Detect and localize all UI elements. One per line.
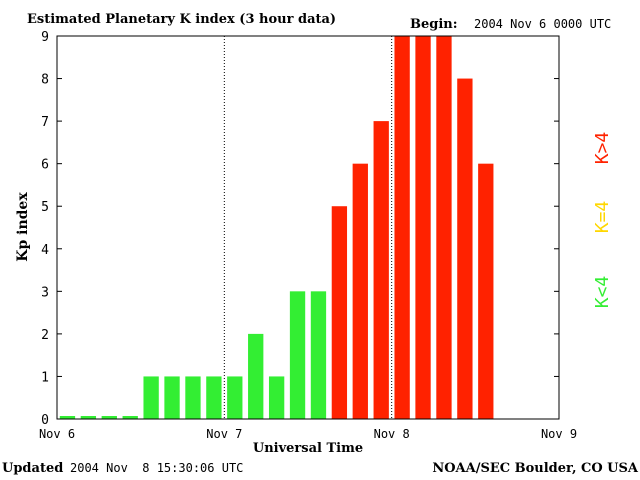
- kp-bar: [227, 376, 243, 419]
- kp-bar: [164, 376, 180, 419]
- kp-bar: [185, 376, 201, 419]
- begin-label: Begin:: [410, 17, 458, 32]
- y-tick-label: 8: [41, 73, 49, 88]
- kp-bar: [331, 206, 348, 419]
- bars-layer: [59, 36, 494, 420]
- kp-bar: [289, 291, 306, 419]
- color-legend: K<4 K=4 K>4: [592, 132, 613, 309]
- chart-title: Estimated Planetary K index (3 hour data…: [27, 12, 336, 27]
- kp-bar: [122, 416, 138, 419]
- y-tick-label: 0: [41, 413, 49, 428]
- begin-date: 2004 Nov 6 0000 UTC: [474, 17, 611, 31]
- kp-bar: [59, 416, 76, 419]
- data-source: NOAA/SEC Boulder, CO USA: [432, 461, 639, 476]
- legend-equal: K=4: [592, 201, 613, 234]
- x-axis: Nov 6 Nov 7 Nov 8 Nov 9: [39, 427, 577, 441]
- kp-bar: [80, 416, 97, 419]
- kp-bar: [206, 376, 222, 419]
- y-tick-label: 6: [41, 158, 49, 173]
- y-tick-label: 3: [41, 285, 49, 300]
- x-tick-label: Nov 8: [374, 427, 410, 441]
- grid-layer: [223, 36, 393, 419]
- y-tick-label: 1: [41, 370, 49, 385]
- x-axis-label: Universal Time: [253, 441, 363, 456]
- kp-bar: [101, 416, 117, 419]
- y-tick-label: 2: [41, 328, 49, 343]
- x-tick-label: Nov 9: [541, 427, 577, 441]
- kp-bar: [310, 291, 327, 419]
- kp-bar: [248, 333, 264, 419]
- plot-frame: [56, 35, 560, 420]
- legend-high: K>4: [592, 132, 613, 165]
- kp-bar: [268, 376, 285, 419]
- y-tick-label: 7: [41, 115, 49, 130]
- updated-label: Updated: [2, 461, 63, 476]
- kp-bar: [478, 163, 494, 419]
- x-tick-label: Nov 6: [39, 427, 75, 441]
- x-tick-label: Nov 7: [206, 427, 242, 441]
- legend-low: K<4: [592, 276, 613, 309]
- y-tick-label: 9: [41, 30, 49, 45]
- kp-bar: [373, 121, 389, 420]
- kp-bar: [394, 36, 410, 419]
- y-axis-label: Kp index: [15, 192, 31, 262]
- kp-bar: [436, 36, 452, 419]
- y-axis: 0 1 2 3 4 5 6 7 8 9: [41, 30, 559, 428]
- y-tick-label: 4: [41, 243, 49, 258]
- kp-bar: [352, 163, 368, 419]
- kp-bar: [457, 78, 473, 419]
- y-tick-label: 5: [41, 200, 49, 215]
- kp-bar: [415, 36, 431, 419]
- kp-bar: [143, 376, 159, 419]
- updated-timestamp: 2004 Nov 8 15:30:06 UTC: [70, 461, 243, 475]
